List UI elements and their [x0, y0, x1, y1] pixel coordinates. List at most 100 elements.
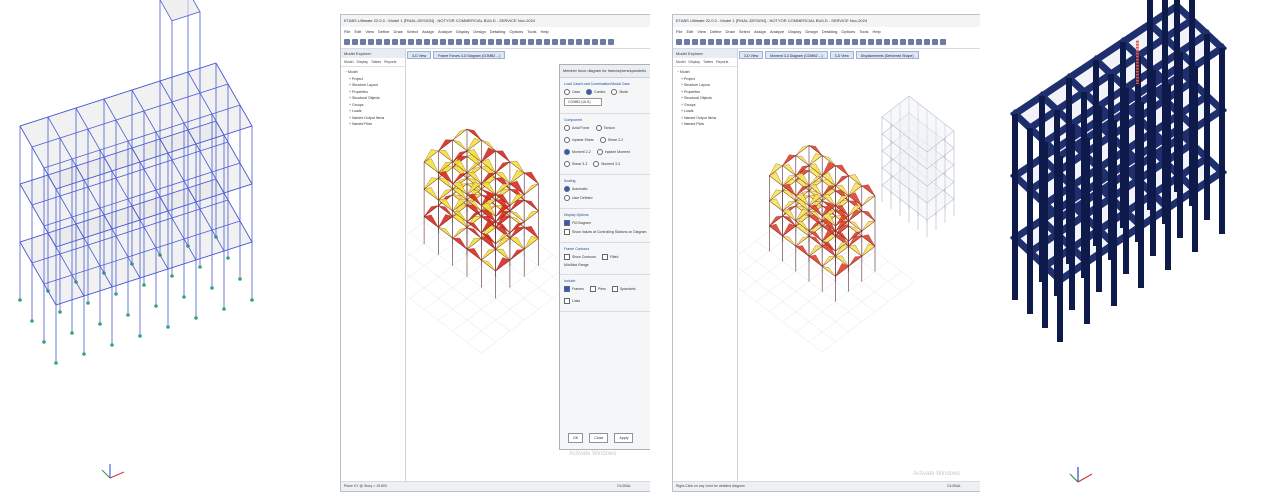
checkbox-icon[interactable]: [589, 286, 596, 292]
combo-select[interactable]: COMB2 (ULS): [564, 98, 602, 106]
tree-item[interactable]: + Properties: [349, 89, 368, 94]
toolbar-button-icon[interactable]: [796, 39, 802, 45]
menu-item[interactable]: File: [344, 29, 351, 34]
menu-item[interactable]: Define: [377, 29, 390, 34]
toolbar-button-icon[interactable]: [940, 39, 946, 45]
toolbar-button-icon[interactable]: [780, 39, 786, 45]
component-option[interactable]: Torsion: [595, 125, 615, 131]
include-option[interactable]: Spandrels: [611, 286, 636, 292]
toolbar-button-icon[interactable]: [716, 39, 722, 45]
toolbar-button-icon[interactable]: [724, 39, 730, 45]
tree-item[interactable]: + Loads: [681, 109, 694, 113]
load-type-option[interactable]: Mode: [611, 89, 628, 95]
tree-item[interactable]: + Named Plots: [349, 122, 373, 126]
close-button[interactable]: Close: [589, 433, 609, 443]
toolbar-button-icon[interactable]: [408, 39, 414, 45]
toolbar-button-icon[interactable]: [424, 39, 430, 45]
extruded-building-view[interactable]: [990, 0, 1279, 504]
include-option[interactable]: Piers: [589, 286, 606, 292]
toolbar-button-icon[interactable]: [352, 39, 358, 45]
tree-item[interactable]: − Model: [677, 70, 690, 74]
toolbar-button-icon[interactable]: [916, 39, 922, 45]
tree-item[interactable]: + Named Output Items: [681, 115, 717, 120]
toolbar-button-icon[interactable]: [844, 39, 850, 45]
toolbar-button-icon[interactable]: [432, 39, 438, 45]
toolbar-button-icon[interactable]: [456, 39, 462, 45]
checkbox-icon[interactable]: [564, 286, 570, 292]
tree-item[interactable]: + Loads: [349, 109, 362, 113]
explorer-tab[interactable]: Model: [344, 60, 354, 64]
include-option[interactable]: Links: [564, 298, 580, 304]
menu-item[interactable]: View: [697, 29, 706, 34]
toolbar-button-icon[interactable]: [828, 39, 834, 45]
toolbar-button-icon[interactable]: [344, 39, 350, 45]
menu-item[interactable]: Design: [473, 29, 486, 34]
tree-item[interactable]: + Structural Objects: [349, 96, 380, 100]
load-type-option[interactable]: Combo: [586, 89, 605, 95]
radio-button-icon[interactable]: [596, 149, 603, 155]
toolbar-button-icon[interactable]: [512, 39, 518, 45]
checkbox-icon[interactable]: [601, 254, 608, 260]
toolbar-button-icon[interactable]: [836, 39, 842, 45]
radio-button-icon[interactable]: [586, 89, 593, 95]
toolbar-button-icon[interactable]: [496, 39, 502, 45]
radio-button-icon[interactable]: [593, 161, 600, 167]
toolbar-button-icon[interactable]: [472, 39, 478, 45]
view-tab[interactable]: 3-D View: [739, 51, 764, 59]
toolbar-button-icon[interactable]: [692, 39, 698, 45]
toolbar-button-icon[interactable]: [788, 39, 794, 45]
toolbar-button-icon[interactable]: [772, 39, 778, 45]
toolbar-button-icon[interactable]: [908, 39, 914, 45]
component-option[interactable]: Shear 3-3: [564, 161, 587, 167]
toolbar-button-icon[interactable]: [536, 39, 542, 45]
tree-item[interactable]: + Named Output Items: [349, 115, 385, 120]
toolbar-button-icon[interactable]: [700, 39, 706, 45]
radio-button-icon[interactable]: [564, 149, 570, 155]
menu-item[interactable]: Options: [509, 29, 524, 34]
menu-item[interactable]: Analyze: [438, 29, 453, 34]
tree-item[interactable]: + Groups: [349, 102, 364, 107]
toolbar-button-icon[interactable]: [592, 39, 598, 45]
radio-button-icon[interactable]: [564, 195, 570, 201]
explorer-tab[interactable]: Model: [676, 60, 686, 64]
radio-button-icon[interactable]: [564, 186, 570, 192]
toolbar-button-icon[interactable]: [520, 39, 526, 45]
toolbar-button-icon[interactable]: [708, 39, 714, 45]
include-option[interactable]: Frames: [564, 286, 584, 292]
menu-item[interactable]: Detailing: [821, 29, 838, 34]
component-option[interactable]: Inplane Shear: [564, 137, 594, 143]
toolbar-button-icon[interactable]: [504, 39, 510, 45]
toolbar-button-icon[interactable]: [924, 39, 930, 45]
explorer-tab[interactable]: Reports: [716, 60, 729, 64]
toolbar-button-icon[interactable]: [392, 39, 398, 45]
toolbar-button-icon[interactable]: [464, 39, 470, 45]
tree-item[interactable]: − Model: [345, 70, 358, 74]
load-type-option[interactable]: Case: [564, 89, 580, 95]
radio-button-icon[interactable]: [595, 125, 602, 131]
toolbar-button-icon[interactable]: [368, 39, 374, 45]
menu-item[interactable]: Help: [872, 29, 881, 34]
explorer-tab[interactable]: Tables: [703, 60, 714, 64]
display-option[interactable]: Fill Diagram: [564, 220, 648, 226]
component-option[interactable]: Moment 2-2: [564, 149, 591, 155]
toolbar-button-icon[interactable]: [892, 39, 898, 45]
display-option[interactable]: Show Values at Controlling Stations on D…: [564, 229, 648, 235]
radio-button-icon[interactable]: [564, 161, 570, 167]
component-option[interactable]: Shear 2-2: [599, 137, 623, 143]
toolbar-button-icon[interactable]: [552, 39, 558, 45]
menu-item[interactable]: Edit: [354, 29, 362, 34]
menu-item[interactable]: Define: [709, 29, 722, 34]
radio-button-icon[interactable]: [564, 137, 570, 143]
toolbar-button-icon[interactable]: [756, 39, 762, 45]
menu-item[interactable]: Display: [788, 29, 802, 34]
contour-option[interactable]: Show Contours: [564, 254, 596, 260]
scaling-option[interactable]: User Defined: [564, 195, 648, 201]
apply-button[interactable]: Apply: [614, 433, 634, 443]
toolbar-button-icon[interactable]: [932, 39, 938, 45]
tree-item[interactable]: + Named Plots: [681, 122, 705, 126]
checkbox-icon[interactable]: [564, 220, 570, 226]
toolbar-button-icon[interactable]: [376, 39, 382, 45]
menu-item[interactable]: Tools: [527, 29, 537, 34]
tree-item[interactable]: + Groups: [681, 102, 696, 107]
scaling-option[interactable]: Automatic: [564, 186, 648, 192]
